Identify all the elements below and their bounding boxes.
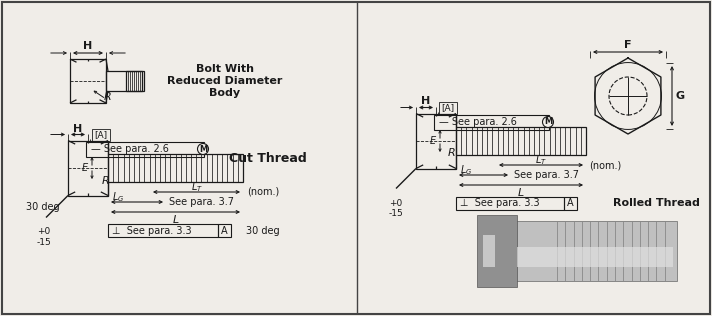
Bar <box>108 224 218 237</box>
Bar <box>218 224 231 237</box>
Text: R: R <box>102 177 110 186</box>
Text: R: R <box>104 92 112 102</box>
Text: $L_G$: $L_G$ <box>460 163 472 177</box>
Text: M: M <box>199 144 207 154</box>
Text: $L_T$: $L_T$ <box>535 153 547 167</box>
Text: Cut Thread: Cut Thread <box>229 151 307 165</box>
Text: H: H <box>83 41 93 51</box>
Bar <box>456 127 586 155</box>
Bar <box>92 129 110 141</box>
Text: F: F <box>624 40 632 50</box>
Text: M: M <box>544 118 552 126</box>
Text: Rolled Thread: Rolled Thread <box>613 198 700 209</box>
Bar <box>434 114 549 130</box>
Bar <box>513 221 677 282</box>
Bar <box>416 113 456 168</box>
Bar <box>483 235 495 267</box>
Text: — See para. 2.6: — See para. 2.6 <box>439 117 517 127</box>
Text: H: H <box>422 96 431 106</box>
Text: 30 deg: 30 deg <box>246 226 280 235</box>
Text: E: E <box>82 163 88 173</box>
Text: ⊥  See para. 3.3: ⊥ See para. 3.3 <box>112 226 192 235</box>
Circle shape <box>197 143 209 155</box>
Bar <box>564 197 577 210</box>
Text: (nom.): (nom.) <box>247 187 279 197</box>
Text: +0
-15: +0 -15 <box>36 228 51 247</box>
Text: See para. 3.7: See para. 3.7 <box>169 197 234 207</box>
Text: (nom.): (nom.) <box>589 160 622 170</box>
Bar <box>477 215 517 287</box>
Text: [A]: [A] <box>94 130 107 139</box>
Text: R: R <box>448 148 456 157</box>
Bar <box>106 71 142 91</box>
Bar <box>108 154 243 182</box>
Text: E: E <box>430 136 436 146</box>
Bar <box>86 142 204 156</box>
Text: 30 deg: 30 deg <box>26 203 60 212</box>
Text: Bolt With
Reduced Diameter
Body: Bolt With Reduced Diameter Body <box>167 64 283 98</box>
Text: L: L <box>518 188 524 198</box>
Bar <box>439 101 457 113</box>
Text: $L_T$: $L_T$ <box>191 180 202 194</box>
Text: +0
-15: +0 -15 <box>389 198 404 218</box>
Text: ⊥  See para. 3.3: ⊥ See para. 3.3 <box>460 198 540 209</box>
Text: L: L <box>172 215 179 225</box>
Bar <box>68 141 108 196</box>
Text: $L_G$: $L_G$ <box>112 190 125 204</box>
Text: G: G <box>676 91 684 101</box>
Bar <box>517 247 673 267</box>
Text: H: H <box>73 124 83 133</box>
Bar <box>126 71 144 91</box>
Circle shape <box>543 117 553 127</box>
Bar <box>70 59 106 103</box>
Text: [A]: [A] <box>441 103 454 112</box>
Text: A: A <box>221 226 228 235</box>
Text: See para. 3.7: See para. 3.7 <box>514 170 579 180</box>
Text: — See para. 2.6: — See para. 2.6 <box>91 144 169 154</box>
Bar <box>456 197 564 210</box>
Text: A: A <box>567 198 574 209</box>
